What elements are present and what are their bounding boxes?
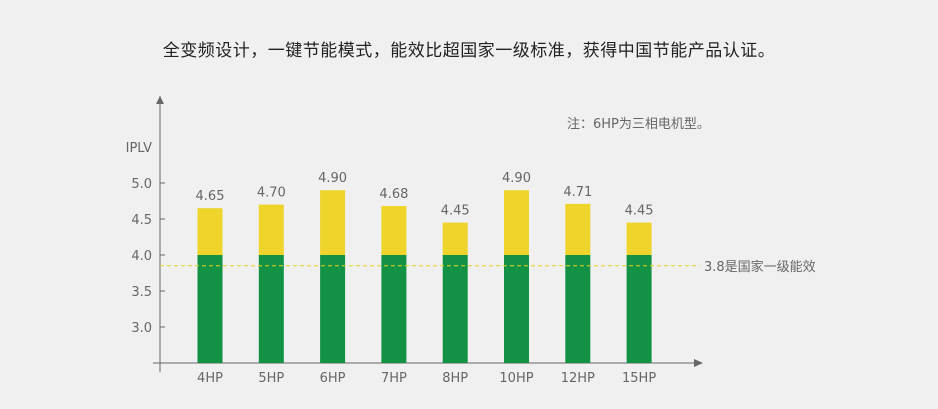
bar-value-label: 4.90 [318,171,347,186]
bar-lower-segment [381,255,407,363]
y-ticks: 3.0 3.5 4.0 4.5 5.0 [131,177,165,336]
bar-value-label: 4.68 [379,187,408,202]
chart-axes [153,96,703,372]
bar-value-label: 4.70 [257,186,286,201]
bar-value-label: 4.65 [196,189,225,204]
bar-value-label: 4.90 [502,171,531,186]
bar-upper-segment [565,203,591,255]
x-tick-label: 8HP [442,371,468,386]
bar-lower-segment [626,255,652,363]
bar-lower-segment [320,255,346,363]
value-labels: 4.65 4.70 4.90 4.68 4.45 4.90 4.71 4.45 [196,171,654,218]
x-tick-label: 5HP [258,371,284,386]
bar-value-label: 4.71 [563,185,592,200]
y-axis-label: IPLV [126,141,152,156]
x-tick-label: 15HP [622,371,656,386]
x-tick-labels: 4HP 5HP 6HP 7HP 8HP 10HP 12HP 15HP [197,371,656,386]
bar-upper-segment [197,208,223,255]
x-tick-label: 6HP [320,371,346,386]
y-axis-arrow [156,96,164,104]
y-tick-label: 4.5 [131,213,152,228]
bar-upper-segment [626,222,652,255]
bar-lower-segment [258,255,284,363]
bar-upper-segment [320,190,346,255]
bar-value-label: 4.45 [625,204,654,219]
bar-lower-segment [565,255,591,363]
page-headline: 全变频设计，一键节能模式，能效比超国家一级标准，获得中国节能产品认证。 [162,41,776,61]
bar-value-label: 4.45 [441,204,470,219]
bar-lower-segment [442,255,468,363]
bar-upper-segment [504,190,529,255]
x-tick-label: 7HP [381,371,407,386]
chart-note: 注：6HP为三相电机型。 [567,117,710,132]
bar-lower-segment [504,255,529,363]
bar-upper-segment [442,222,468,255]
bar-upper-segment [381,206,407,255]
y-tick-label: 5.0 [131,177,152,192]
y-tick-label: 3.0 [131,321,152,336]
y-tick-label: 4.0 [131,249,152,264]
x-axis-arrow [694,359,703,367]
bars [197,190,652,363]
bar-upper-segment [258,204,284,255]
x-tick-label: 4HP [197,371,223,386]
x-tick-label: 10HP [499,371,533,386]
bar-lower-segment [197,255,223,363]
reference-line-label: 3.8是国家一级能效 [704,259,816,275]
y-tick-label: 3.5 [131,285,152,300]
x-tick-label: 12HP [561,371,595,386]
